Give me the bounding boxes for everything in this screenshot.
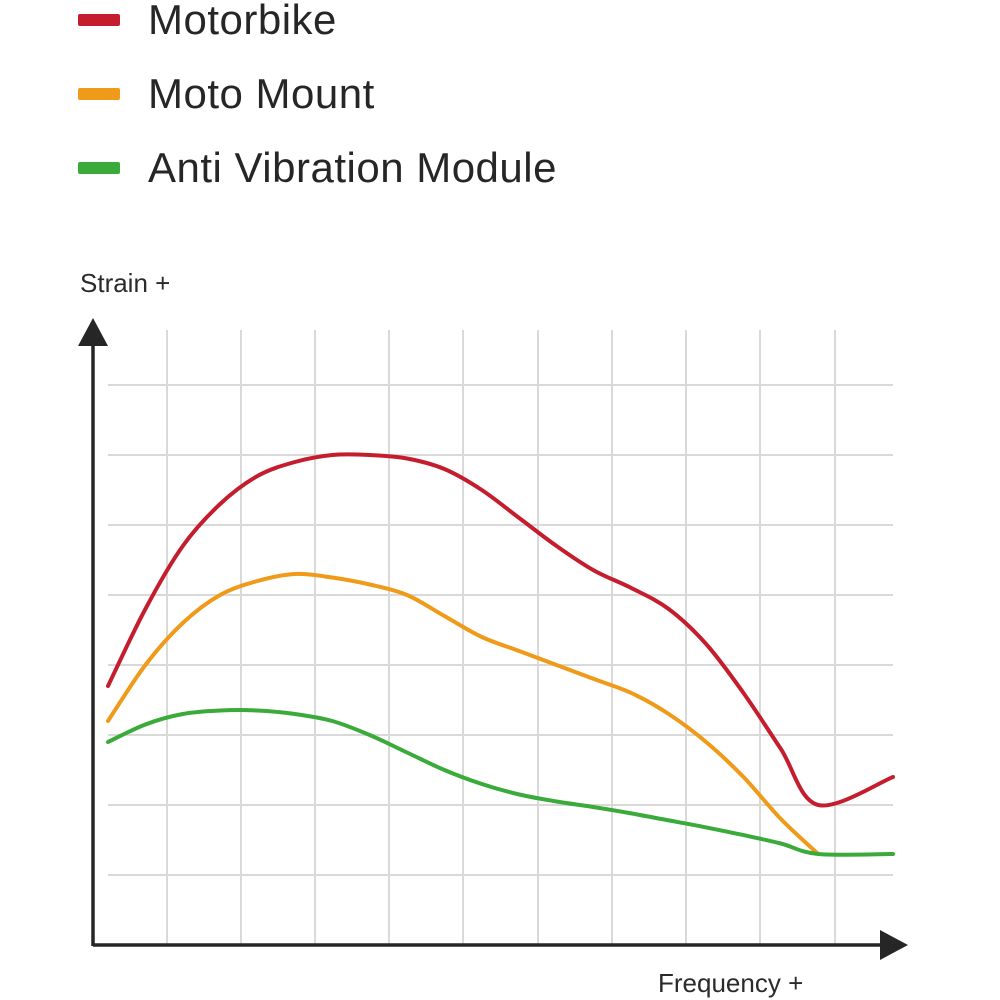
- y-axis-label: Strain +: [80, 268, 170, 298]
- chart-axes: [78, 318, 908, 960]
- series-line-anti-vibration-module: [106, 708, 895, 857]
- legend-swatch: [78, 162, 120, 174]
- chart-grid: [108, 330, 893, 944]
- legend-item: Anti Vibration Module: [78, 138, 778, 198]
- legend-swatch: [78, 14, 120, 26]
- legend-item: Moto Mount: [78, 64, 778, 124]
- x-axis-arrow: [880, 930, 908, 960]
- legend-label: Motorbike: [148, 0, 337, 43]
- legend-item: Motorbike: [78, 0, 778, 50]
- series-lines: [106, 452, 895, 857]
- legend-label: Moto Mount: [148, 70, 375, 117]
- series-line-moto-mount: [106, 571, 821, 856]
- x-axis-label: Frequency +: [658, 968, 803, 998]
- legend-swatch: [78, 88, 120, 100]
- series-line-motorbike: [106, 452, 895, 808]
- legend-label: Anti Vibration Module: [148, 144, 557, 191]
- y-axis-arrow: [78, 318, 108, 346]
